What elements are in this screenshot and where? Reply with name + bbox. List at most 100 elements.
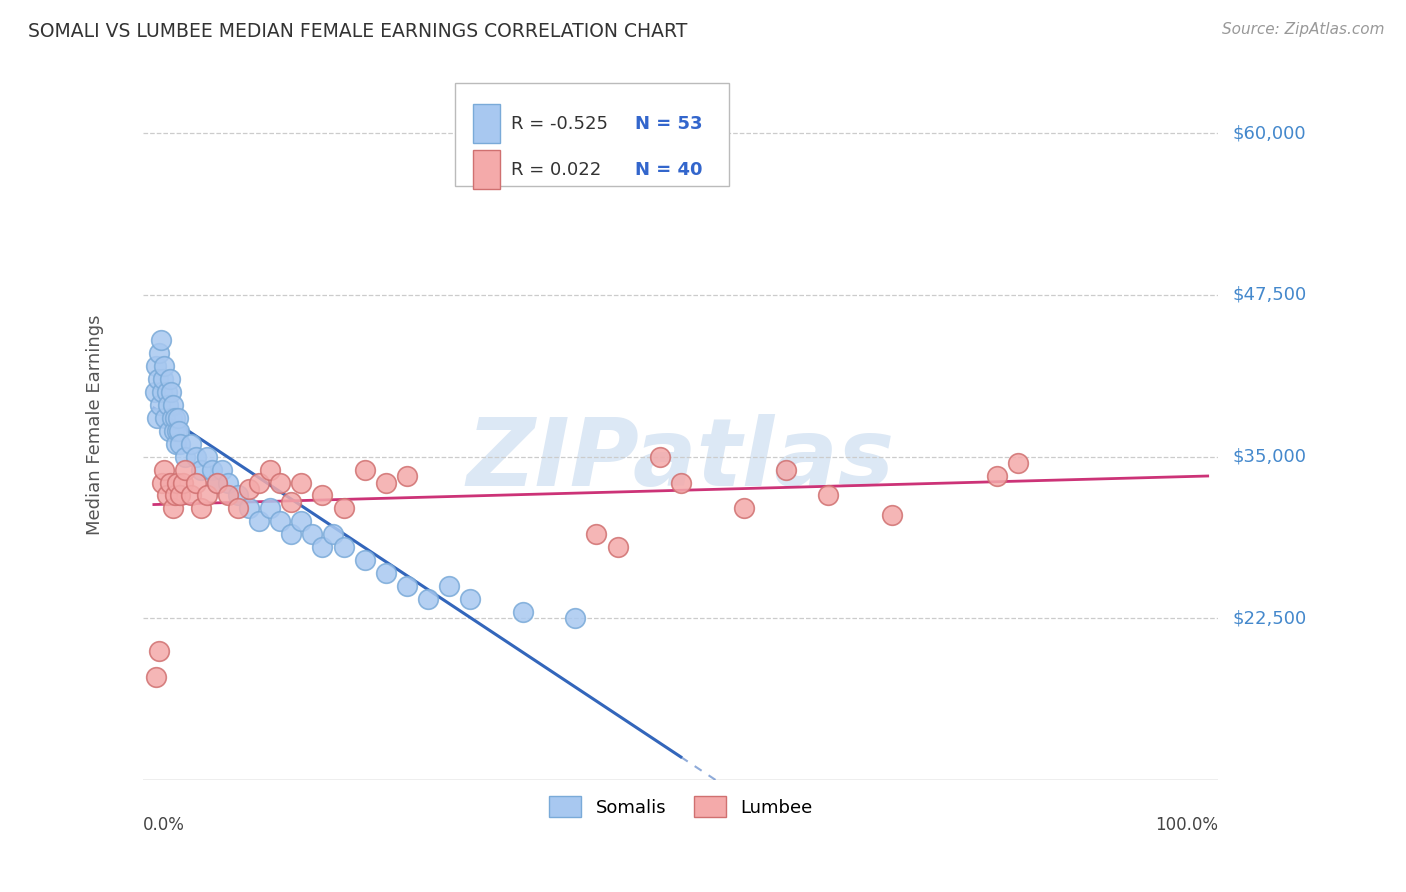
Point bbox=[669, 475, 692, 490]
Point bbox=[190, 462, 212, 476]
Point bbox=[226, 488, 249, 502]
Point bbox=[148, 346, 170, 360]
Point bbox=[280, 527, 302, 541]
Point bbox=[416, 591, 439, 606]
Point bbox=[163, 424, 186, 438]
Point bbox=[159, 475, 181, 490]
Point bbox=[648, 450, 671, 464]
Point bbox=[195, 488, 218, 502]
Text: 100.0%: 100.0% bbox=[1156, 815, 1218, 834]
Point bbox=[332, 540, 354, 554]
Point bbox=[269, 514, 291, 528]
Point bbox=[606, 540, 628, 554]
Text: 0.0%: 0.0% bbox=[143, 815, 186, 834]
Point bbox=[172, 475, 194, 490]
Point bbox=[205, 475, 228, 490]
Text: N = 40: N = 40 bbox=[634, 161, 702, 179]
Point bbox=[1007, 456, 1029, 470]
Point bbox=[775, 462, 797, 476]
Text: Source: ZipAtlas.com: Source: ZipAtlas.com bbox=[1222, 22, 1385, 37]
Text: $22,500: $22,500 bbox=[1232, 609, 1306, 627]
Point bbox=[259, 501, 281, 516]
Point bbox=[184, 450, 207, 464]
Point bbox=[395, 579, 418, 593]
Point bbox=[143, 384, 166, 399]
Point bbox=[817, 488, 839, 502]
Point bbox=[167, 410, 190, 425]
Point bbox=[165, 436, 187, 450]
Point bbox=[201, 462, 224, 476]
Point bbox=[585, 527, 607, 541]
Point bbox=[322, 527, 344, 541]
Point bbox=[184, 475, 207, 490]
Point bbox=[152, 372, 174, 386]
Point bbox=[205, 475, 228, 490]
FancyBboxPatch shape bbox=[474, 151, 501, 189]
Point bbox=[247, 475, 270, 490]
Point bbox=[437, 579, 460, 593]
FancyBboxPatch shape bbox=[474, 104, 501, 144]
Point bbox=[180, 436, 202, 450]
Point bbox=[512, 605, 534, 619]
Point bbox=[150, 333, 173, 347]
Point bbox=[564, 611, 586, 625]
Point bbox=[159, 372, 181, 386]
Point bbox=[160, 410, 183, 425]
Point bbox=[311, 540, 333, 554]
Point bbox=[353, 553, 375, 567]
Point bbox=[290, 475, 312, 490]
Point bbox=[153, 462, 176, 476]
Point bbox=[458, 591, 481, 606]
Point bbox=[195, 450, 218, 464]
Point bbox=[986, 469, 1008, 483]
Point bbox=[155, 384, 177, 399]
Point bbox=[880, 508, 903, 522]
Point bbox=[167, 424, 190, 438]
Point bbox=[157, 424, 180, 438]
Point bbox=[332, 501, 354, 516]
Text: Median Female Earnings: Median Female Earnings bbox=[86, 314, 104, 534]
Point bbox=[159, 384, 181, 399]
Text: SOMALI VS LUMBEE MEDIAN FEMALE EARNINGS CORRELATION CHART: SOMALI VS LUMBEE MEDIAN FEMALE EARNINGS … bbox=[28, 22, 688, 41]
Text: $47,500: $47,500 bbox=[1232, 286, 1306, 304]
Point bbox=[156, 398, 179, 412]
Point bbox=[163, 488, 186, 502]
Point bbox=[374, 566, 396, 580]
Point bbox=[311, 488, 333, 502]
Point bbox=[269, 475, 291, 490]
Point bbox=[150, 475, 173, 490]
Point bbox=[301, 527, 323, 541]
Text: R = 0.022: R = 0.022 bbox=[510, 161, 602, 179]
Point bbox=[174, 450, 197, 464]
Point bbox=[280, 495, 302, 509]
Point bbox=[169, 436, 191, 450]
Point bbox=[190, 501, 212, 516]
FancyBboxPatch shape bbox=[456, 83, 730, 186]
Point bbox=[217, 488, 239, 502]
Point bbox=[163, 410, 186, 425]
Text: R = -0.525: R = -0.525 bbox=[510, 115, 607, 133]
Point bbox=[145, 359, 167, 373]
Point bbox=[166, 475, 188, 490]
Point bbox=[155, 410, 177, 425]
Point bbox=[395, 469, 418, 483]
Text: ZIPatlas: ZIPatlas bbox=[467, 414, 894, 506]
Point bbox=[217, 475, 239, 490]
Legend: Somalis, Lumbee: Somalis, Lumbee bbox=[541, 789, 820, 824]
Text: N = 53: N = 53 bbox=[634, 115, 702, 133]
Point bbox=[145, 669, 167, 683]
Point bbox=[211, 462, 233, 476]
Point bbox=[146, 410, 169, 425]
Point bbox=[149, 398, 172, 412]
Point bbox=[226, 501, 249, 516]
Point bbox=[146, 372, 169, 386]
Point bbox=[148, 643, 170, 657]
Point bbox=[162, 398, 184, 412]
Point bbox=[174, 462, 197, 476]
Point bbox=[290, 514, 312, 528]
Point bbox=[374, 475, 396, 490]
Point bbox=[155, 488, 177, 502]
Point bbox=[353, 462, 375, 476]
Point bbox=[733, 501, 755, 516]
Point bbox=[153, 359, 176, 373]
